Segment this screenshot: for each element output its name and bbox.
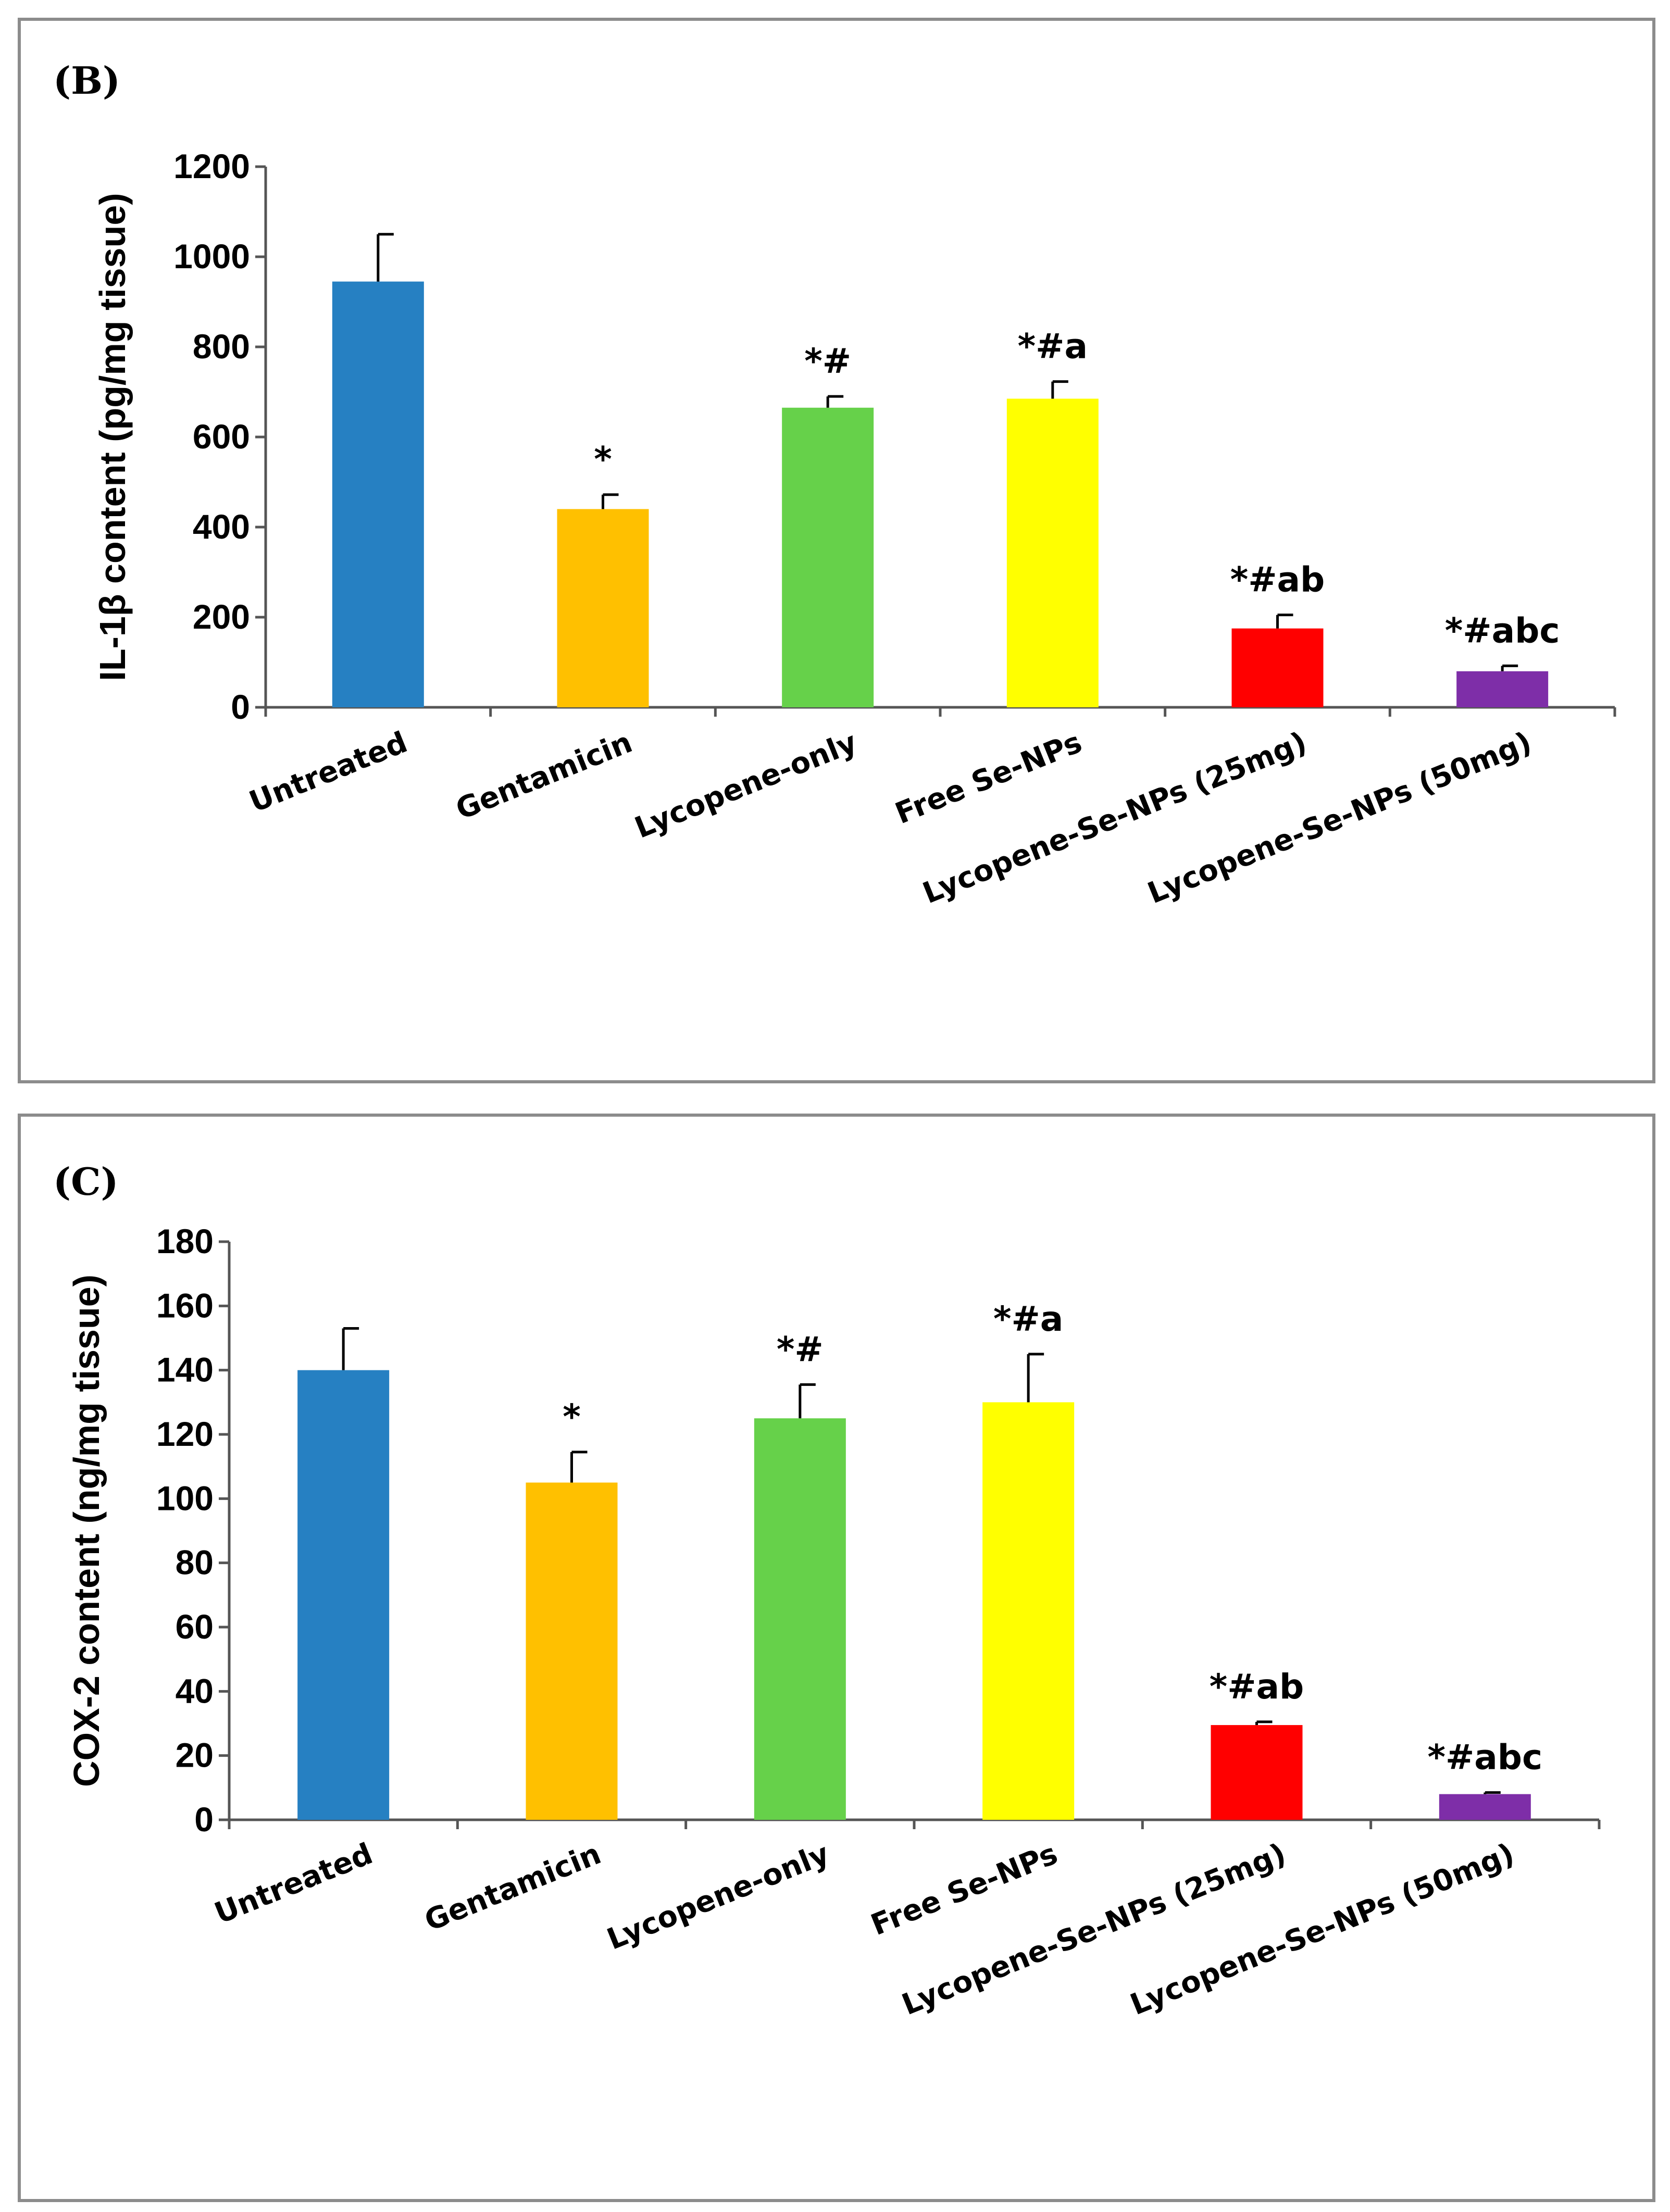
bar [782, 407, 874, 707]
y-tick-label: 600 [193, 417, 250, 456]
chart-panel-b: (B) 0 200 400 600 800 1000 1200 IL-1β content (… [18, 18, 1655, 1083]
y-tick-label: 40 [176, 1671, 214, 1710]
y-tick-label: 140 [156, 1351, 214, 1389]
x-tick-label: Lycopene-Se-NPs (50mg) [1126, 1837, 1519, 2022]
significance-annotation: *#a [1018, 327, 1088, 367]
y-tick-label: 180 [156, 1222, 214, 1260]
significance-annotation: * [563, 1397, 581, 1437]
x-tick-label: Lycopene-only [630, 726, 862, 845]
y-tick-label: 200 [193, 597, 250, 636]
x-tick-label: Lycopene-Se-NPs (25mg) [918, 726, 1312, 910]
y-tick-label: 20 [176, 1736, 214, 1774]
x-tick-label: Lycopene-Se-NPs (25mg) [898, 1837, 1291, 2022]
y-tick-label: 800 [193, 327, 250, 366]
y-axis-label: IL-1β content (pg/mg tissue) [92, 193, 133, 681]
significance-annotation: *# [804, 341, 851, 381]
significance-annotation: *#abc [1445, 610, 1560, 651]
bar [1211, 1725, 1303, 1820]
x-tick-label: Free Se-NPs [891, 726, 1087, 831]
bar [1006, 398, 1099, 707]
significance-annotation: *#ab [1230, 560, 1325, 600]
significance-annotation: *#a [993, 1299, 1063, 1339]
y-tick-label: 60 [176, 1607, 214, 1646]
x-tick-label: Lycopene-Se-NPs (50mg) [1143, 726, 1536, 910]
y-tick-label: 0 [231, 688, 250, 726]
y-tick-label: 400 [193, 507, 250, 546]
y-tick-label: 100 [156, 1479, 214, 1517]
bar [1439, 1794, 1531, 1820]
chart-panel-c: (C) 0 20 40 60 80 100 120 140 160 180 COX-2 conten… [18, 1114, 1655, 2202]
x-tick-label: Gentamicin [420, 1837, 605, 1938]
x-tick-label: Untreated [210, 1837, 377, 1931]
y-tick-label: 1200 [173, 147, 250, 185]
y-tick-label: 1000 [173, 237, 250, 276]
bar [557, 509, 649, 707]
x-tick-label: Free Se-NPs [866, 1837, 1062, 1942]
significance-annotation: *# [777, 1329, 824, 1369]
y-axis-label: COX-2 content (ng/mg tissue) [66, 1274, 107, 1787]
bar [754, 1418, 846, 1820]
panel-label: (C) [53, 1159, 118, 1204]
bar-chart-c: (C) 0 20 40 60 80 100 120 140 160 180 COX-2 conten… [53, 1159, 1601, 2022]
x-tick-label: Untreated [245, 726, 412, 819]
y-tick-label: 120 [156, 1415, 214, 1453]
significance-annotation: * [594, 440, 612, 480]
bar [1456, 671, 1549, 707]
bar [526, 1482, 618, 1820]
bar-chart-b: (B) 0 200 400 600 800 1000 1200 IL-1β content (… [53, 58, 1616, 910]
bar [1231, 628, 1324, 707]
x-tick-label: Lycopene-only [602, 1837, 834, 1957]
x-tick-label: Gentamicin [451, 726, 637, 827]
significance-annotation: *#ab [1210, 1667, 1304, 1707]
bar [332, 281, 424, 707]
y-tick-label: 80 [176, 1543, 214, 1582]
bar [297, 1370, 390, 1820]
panel-label: (B) [53, 58, 120, 103]
y-tick-label: 160 [156, 1286, 214, 1324]
y-tick-label: 0 [194, 1800, 214, 1839]
significance-annotation: *#abc [1427, 1738, 1542, 1778]
bar [982, 1402, 1075, 1820]
